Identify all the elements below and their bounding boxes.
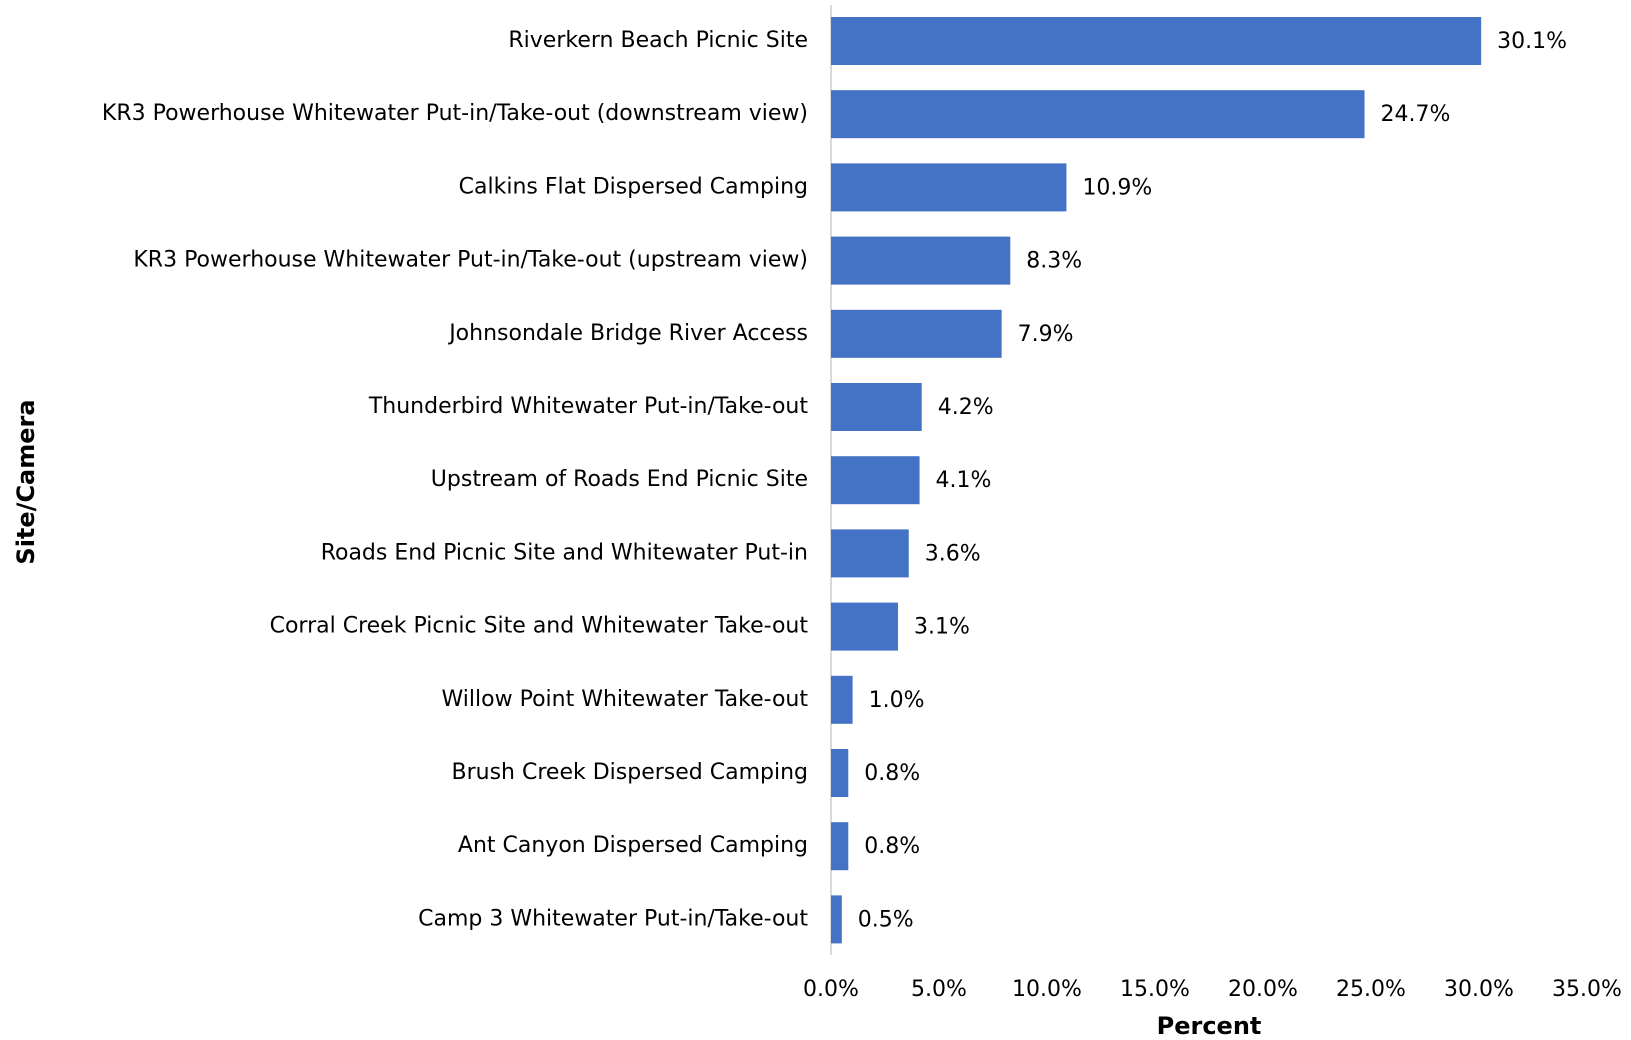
y-tick-label: Calkins Flat Dispersed Camping — [459, 174, 808, 199]
value-label: 8.3% — [1026, 249, 1082, 274]
y-tick-label: Upstream of Roads End Picnic Site — [431, 467, 808, 492]
x-tick-label: 35.0% — [1552, 977, 1622, 1002]
bar — [831, 163, 1067, 212]
x-tick-label: 0.0% — [803, 977, 859, 1002]
y-tick-label: Roads End Picnic Site and Whitewater Put… — [321, 540, 808, 565]
bar — [831, 309, 1002, 358]
y-axis-title: Site/Camera — [12, 399, 40, 564]
value-label: 1.0% — [869, 688, 925, 713]
bar — [831, 895, 842, 944]
value-label: 3.6% — [925, 541, 981, 566]
value-label: 7.9% — [1018, 322, 1074, 347]
y-tick-label: KR3 Powerhouse Whitewater Put-in/Take-ou… — [133, 248, 808, 273]
bar — [831, 236, 1011, 285]
x-tick-label: 10.0% — [1012, 977, 1082, 1002]
x-tick-label: 5.0% — [911, 977, 967, 1002]
y-tick-label: Thunderbird Whitewater Put-in/Take-out — [368, 394, 809, 419]
bar — [831, 456, 920, 505]
value-label: 0.8% — [864, 761, 920, 786]
value-label: 4.1% — [936, 468, 992, 493]
value-label: 0.5% — [858, 907, 914, 932]
y-tick-label: Riverkern Beach Picnic Site — [508, 28, 808, 53]
bar — [831, 90, 1365, 139]
value-label: 24.7% — [1381, 102, 1451, 127]
x-tick-label: 15.0% — [1120, 977, 1190, 1002]
bar — [831, 17, 1482, 65]
x-axis-title: Percent — [1157, 1012, 1262, 1040]
value-label: 4.2% — [938, 395, 994, 420]
value-label: 30.1% — [1497, 29, 1567, 54]
value-label: 10.9% — [1082, 175, 1152, 200]
y-tick-label: Camp 3 Whitewater Put-in/Take-out — [418, 906, 808, 931]
y-tick-label: Corral Creek Picnic Site and Whitewater … — [270, 614, 809, 639]
value-label: 3.1% — [914, 615, 970, 640]
x-tick-label: 30.0% — [1444, 977, 1514, 1002]
y-tick-label: Ant Canyon Dispersed Camping — [458, 833, 808, 858]
y-tick-label: KR3 Powerhouse Whitewater Put-in/Take-ou… — [102, 101, 808, 126]
y-tick-label: Johnsondale Bridge River Access — [447, 321, 808, 346]
bar — [831, 749, 849, 797]
x-tick-label: 20.0% — [1228, 977, 1298, 1002]
bar — [831, 822, 849, 871]
bar — [831, 383, 922, 431]
y-tick-label: Brush Creek Dispersed Camping — [452, 760, 808, 785]
x-tick-label: 25.0% — [1336, 977, 1406, 1002]
bar — [831, 529, 909, 578]
bar — [831, 602, 898, 651]
y-tick-label: Willow Point Whitewater Take-out — [442, 687, 809, 712]
value-label: 0.8% — [864, 834, 920, 859]
bar — [831, 675, 853, 724]
